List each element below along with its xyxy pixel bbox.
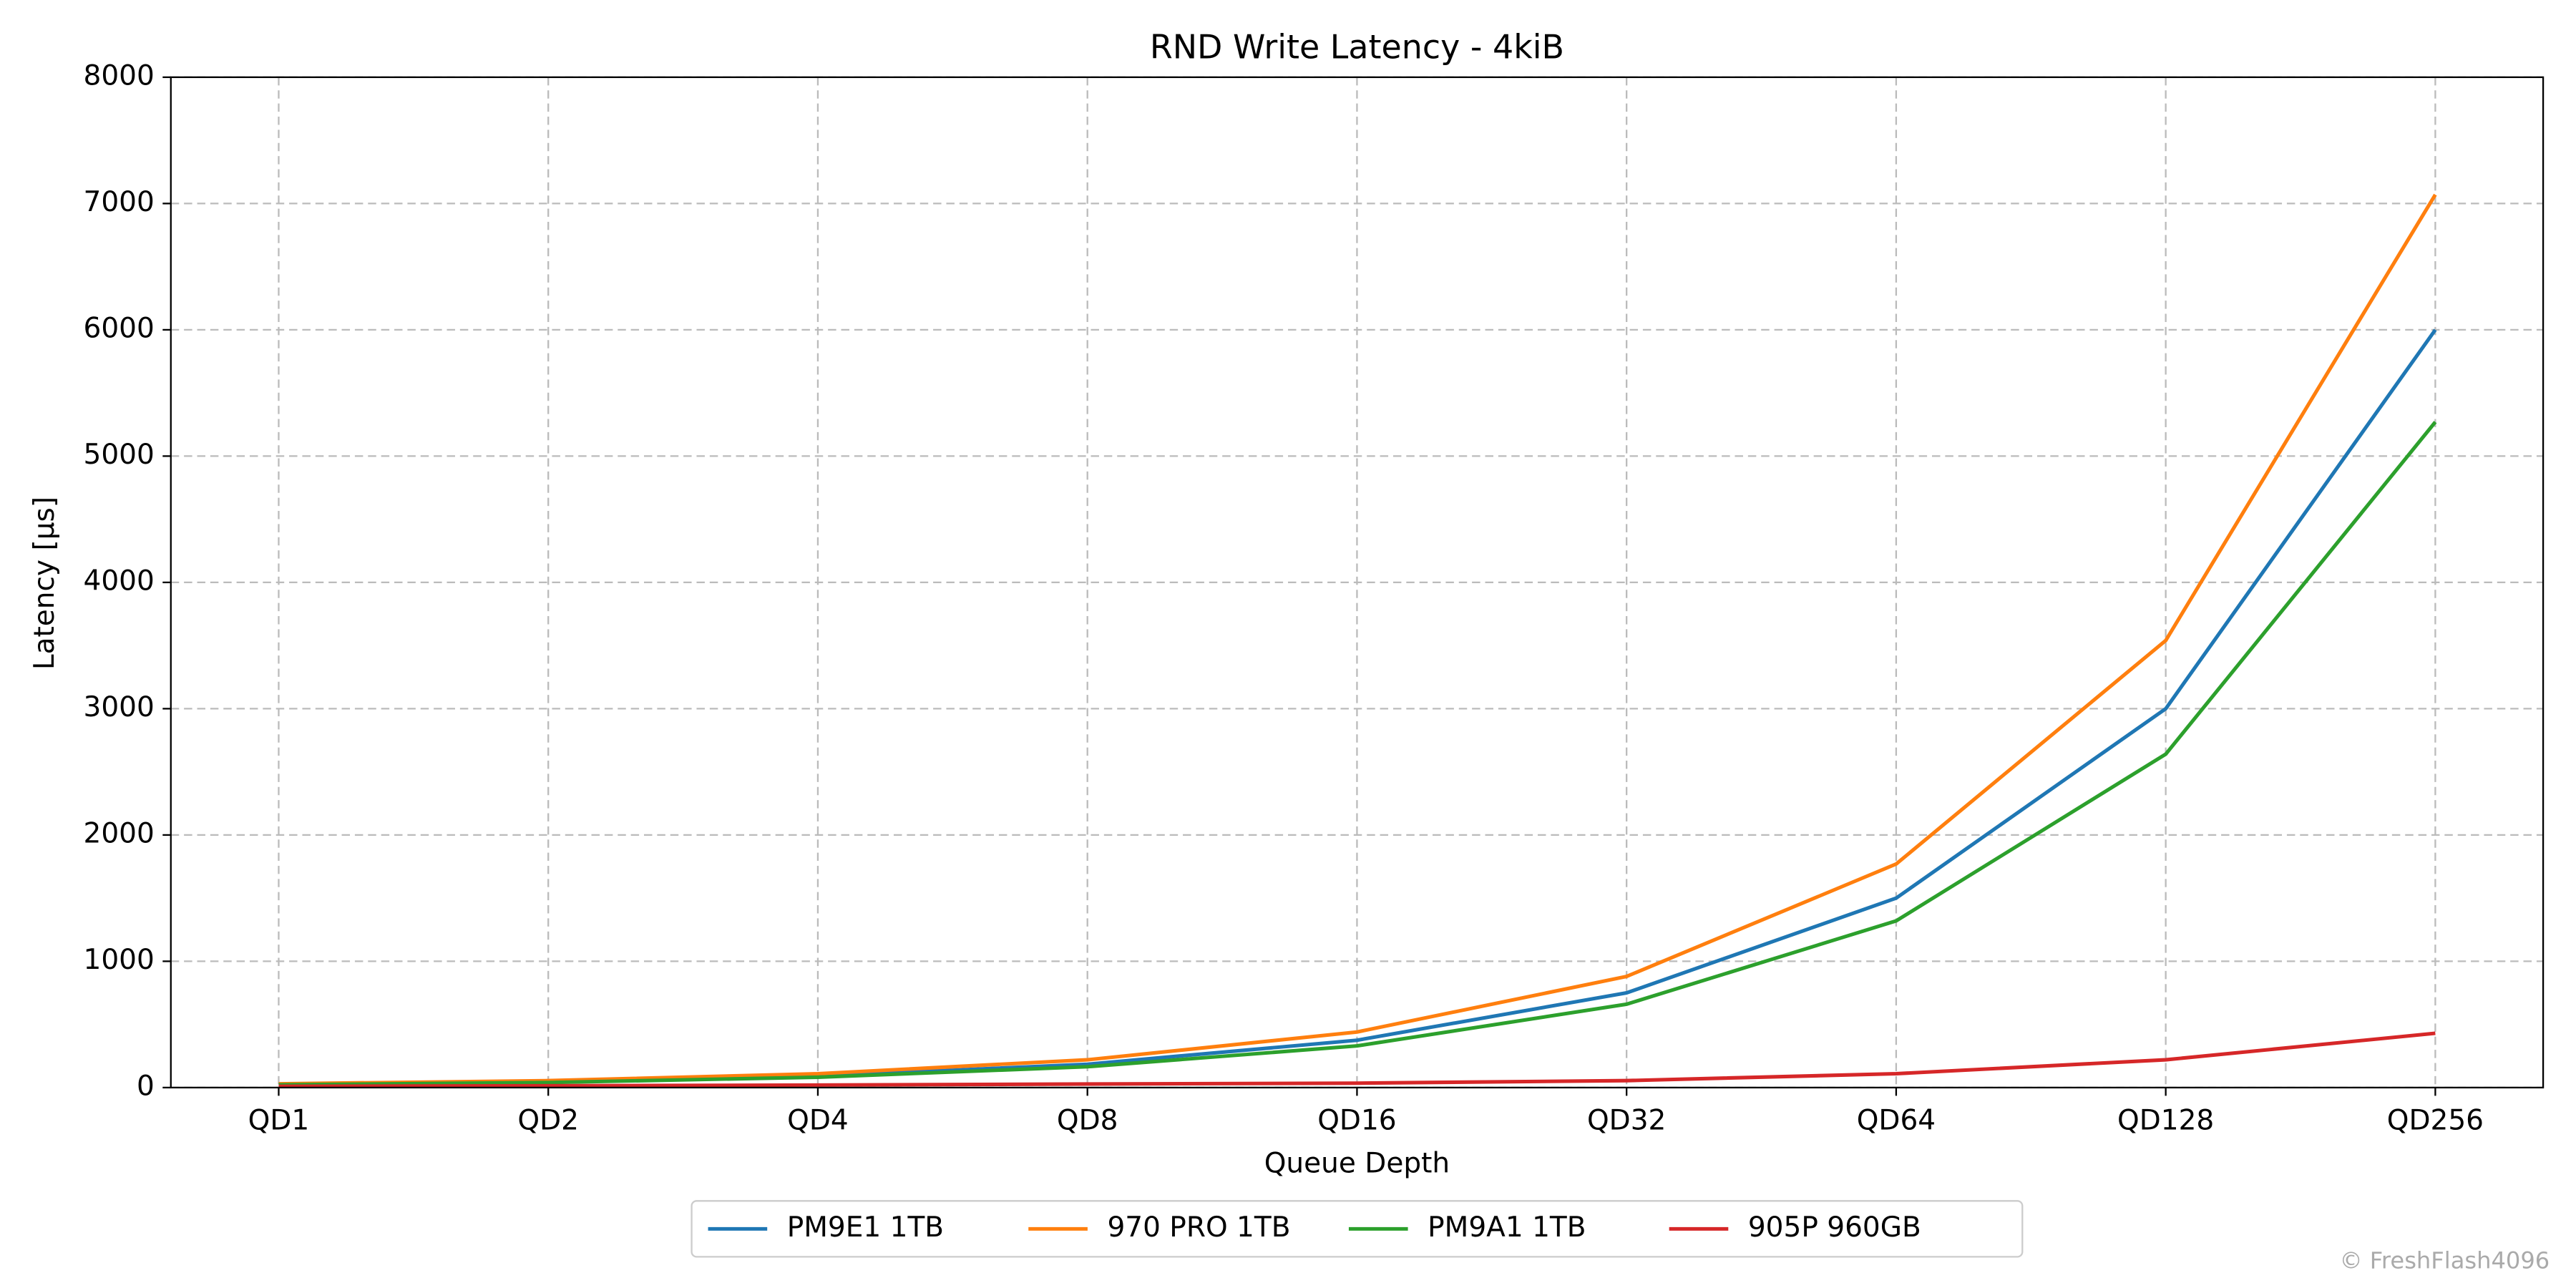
x-tick-label: QD16 <box>1317 1105 1396 1137</box>
legend-label: PM9E1 1TB <box>787 1211 944 1244</box>
y-tick-label: 7000 <box>84 186 155 218</box>
x-tick-label: QD2 <box>517 1105 579 1137</box>
y-axis-label: Latency [µs] <box>29 497 61 670</box>
y-tick-label: 8000 <box>84 59 155 92</box>
x-tick-label: QD128 <box>2117 1105 2214 1137</box>
watermark: © FreshFlash4096 <box>2339 1246 2550 1274</box>
y-tick-label: 4000 <box>84 565 155 597</box>
legend-label: 905P 960GB <box>1748 1211 1921 1244</box>
x-tick-label: QD32 <box>1587 1105 1666 1137</box>
y-tick-label: 6000 <box>84 312 155 344</box>
x-tick-label: QD8 <box>1057 1105 1118 1137</box>
chart-title: RND Write Latency - 4kiB <box>1150 27 1564 66</box>
x-tick-label: QD64 <box>1857 1105 1936 1137</box>
series-line <box>278 1031 2436 1088</box>
y-tick-label: 1000 <box>84 944 155 976</box>
y-tick-label: 5000 <box>84 439 155 471</box>
x-axis-label: Queue Depth <box>1264 1147 1450 1179</box>
legend-label: PM9A1 1TB <box>1428 1211 1586 1244</box>
series-line <box>278 193 2437 1086</box>
y-tick-label: 3000 <box>84 691 155 723</box>
x-tick-label: QD1 <box>248 1105 310 1137</box>
y-tick-label: 2000 <box>84 817 155 849</box>
plot-frame <box>170 76 2545 1089</box>
x-tick-label: QD4 <box>787 1105 849 1137</box>
x-tick-label: QD256 <box>2387 1105 2484 1137</box>
series-line <box>278 421 2437 1087</box>
y-tick-label: 0 <box>137 1070 155 1102</box>
legend-label: 970 PRO 1TB <box>1107 1211 1290 1244</box>
